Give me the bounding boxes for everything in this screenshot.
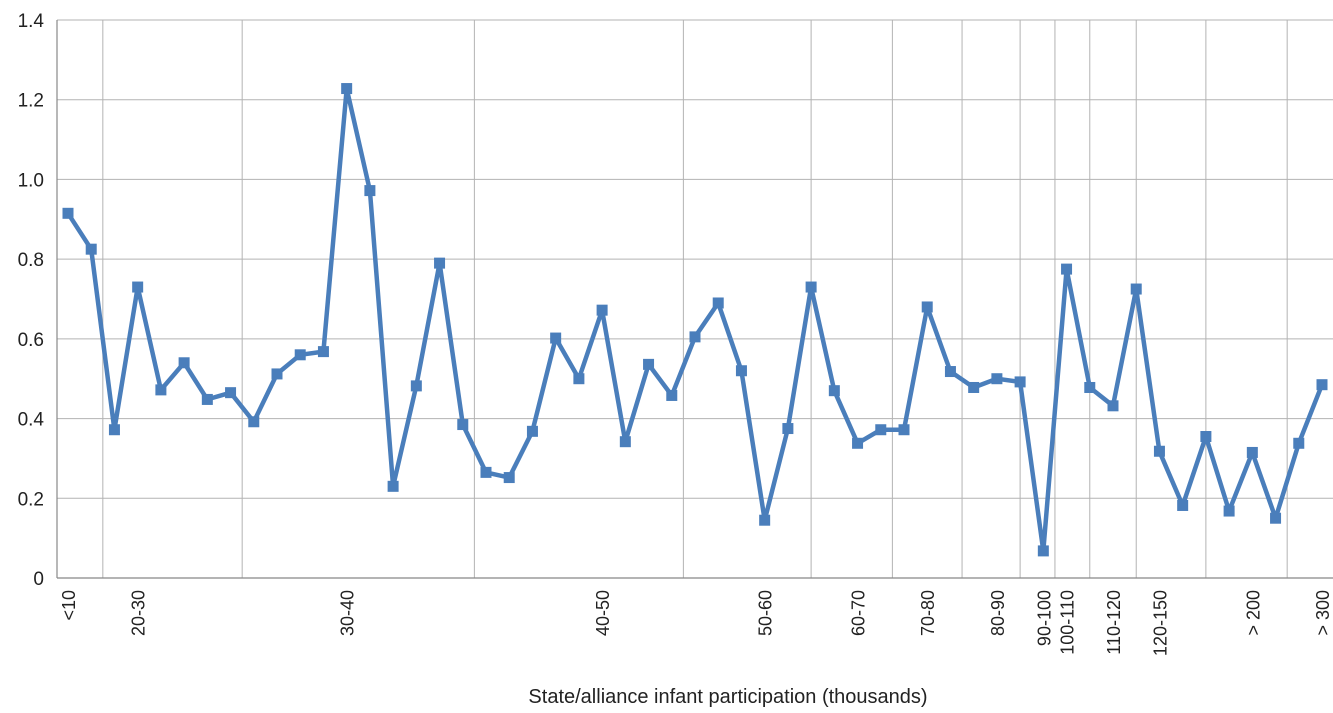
data-point	[526, 425, 538, 437]
x-tick-label: 60-70	[849, 590, 869, 636]
data-point	[108, 424, 120, 436]
x-tick-label: 90-100	[1034, 590, 1054, 646]
x-tick-labels: <10 20-30 30-40 40-50 50-60 60-70 70-80 80-90 90…	[59, 590, 1333, 656]
data-point	[689, 331, 701, 343]
data-point	[410, 380, 422, 392]
data-point	[1107, 400, 1119, 412]
x-tick-label: 120-150	[1150, 590, 1170, 656]
data-point	[1130, 283, 1142, 295]
x-tick-label: > 200	[1243, 590, 1263, 636]
x-tick-label: 30-40	[338, 590, 358, 636]
data-point	[364, 185, 376, 197]
data-point	[596, 304, 608, 316]
data-point	[1246, 446, 1258, 458]
data-point	[782, 423, 794, 435]
data-point	[1223, 505, 1235, 517]
data-point	[1293, 437, 1305, 449]
x-tick-label: 80-90	[988, 590, 1008, 636]
data-point	[643, 358, 655, 370]
x-tick-label: <10	[59, 590, 79, 621]
y-tick-label: 0.6	[18, 330, 44, 351]
data-point	[155, 384, 167, 396]
data-point	[457, 419, 469, 431]
data-point	[1153, 445, 1165, 457]
data-point	[828, 385, 840, 397]
data-point	[944, 366, 956, 378]
x-tick-label: 40-50	[593, 590, 613, 636]
data-point	[1084, 381, 1096, 393]
data-point	[503, 472, 515, 484]
y-tick-label: 0.2	[18, 489, 44, 510]
x-tick-label: 20-30	[129, 590, 149, 636]
data-point	[1177, 499, 1189, 511]
x-tick-label: 70-80	[918, 590, 938, 636]
y-tick-labels: 0 0.2 0.4 0.6 0.8 1.0 1.2 1.4	[18, 11, 45, 590]
data-point	[1270, 512, 1282, 524]
data-point	[735, 365, 747, 377]
data-point	[712, 297, 724, 309]
y-tick-label: 1.2	[18, 91, 44, 112]
data-point	[991, 373, 1003, 385]
axis-layer	[56, 20, 1333, 579]
y-tick-label: 0	[33, 569, 44, 590]
data-point	[875, 424, 887, 436]
series-line	[65, 86, 1325, 554]
x-tick-label: 110-120	[1104, 590, 1124, 655]
data-point	[898, 424, 910, 436]
data-point	[85, 243, 97, 255]
data-point	[1014, 376, 1026, 388]
x-axis-title: State/alliance infant participation (tho…	[528, 686, 927, 708]
data-point	[225, 387, 237, 399]
data-point	[271, 368, 283, 380]
data-point	[666, 389, 678, 401]
data-point	[1061, 263, 1073, 275]
data-point	[1037, 545, 1049, 557]
y-tick-label: 0.4	[18, 410, 45, 431]
y-tick-label: 1.0	[18, 170, 44, 191]
data-point	[248, 416, 260, 428]
data-point	[968, 381, 980, 393]
data-point	[1316, 379, 1328, 391]
data-point	[317, 346, 329, 358]
data-point	[201, 393, 213, 405]
data-point	[62, 207, 74, 219]
x-tick-label: > 300	[1313, 590, 1333, 636]
grid-layer	[57, 19, 1333, 578]
data-point	[341, 83, 353, 95]
data-point	[294, 349, 306, 361]
data-point	[805, 281, 817, 293]
data-point	[387, 480, 399, 492]
y-tick-label: 1.4	[18, 11, 45, 32]
series-layer	[62, 83, 1328, 557]
data-point	[1200, 431, 1212, 443]
data-point	[852, 437, 864, 449]
y-tick-label: 0.8	[18, 250, 44, 271]
data-point	[132, 281, 144, 293]
data-point	[573, 373, 585, 385]
data-point	[480, 466, 492, 478]
data-point	[619, 436, 631, 448]
data-point	[759, 514, 771, 526]
x-tick-label: 100-110	[1058, 590, 1078, 655]
data-point	[178, 357, 190, 369]
data-point	[921, 301, 933, 313]
x-tick-label: 50-60	[756, 590, 776, 636]
data-point	[434, 257, 446, 269]
data-point	[550, 332, 562, 344]
